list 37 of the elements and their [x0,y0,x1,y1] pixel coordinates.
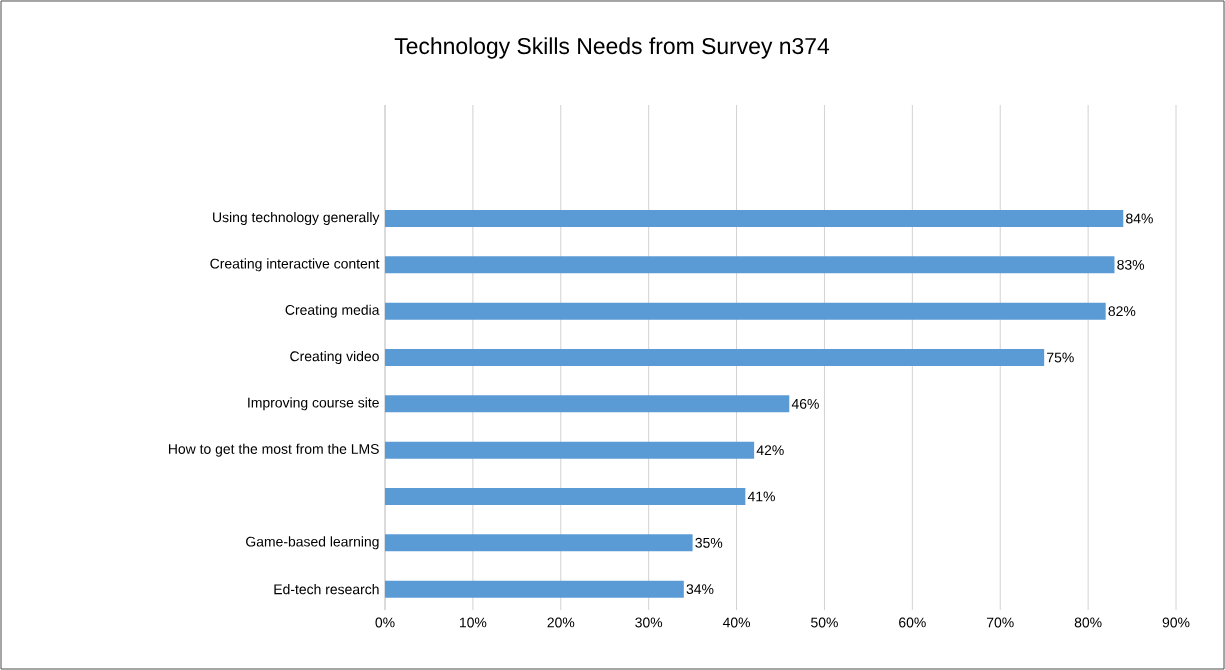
data-label: 42% [756,445,784,456]
bar [385,349,1045,366]
y-tick-label: Ed-tech research [274,584,379,595]
bar [385,487,746,505]
bar [385,395,790,413]
x-tick-label: 50% [811,617,838,628]
chart-title: Technology Skills Needs from Survey n374 [394,37,830,59]
data-label: 84% [1126,213,1153,224]
data-label: 41% [747,491,775,502]
bar [385,210,1124,227]
x-tick-label: 60% [899,617,926,628]
x-tick-label: 0% [375,617,395,628]
bar [385,580,684,598]
bar [385,302,1106,320]
x-tick-label: 20% [547,617,575,628]
x-tick-label: 80% [1074,617,1102,628]
data-label: 34% [686,584,714,595]
bar [385,256,1115,274]
bar [385,441,755,459]
data-label: 46% [791,398,819,409]
x-tick-label: 90% [1162,617,1190,628]
x-tick-label: 30% [635,617,663,628]
data-label: 75% [1047,352,1074,363]
y-tick-label: How to get the most from the LMS [168,443,379,457]
y-tick-label: Game-based learning [246,536,379,550]
x-tick-label: 10% [460,617,487,628]
bar [385,534,693,552]
x-tick-label: 70% [986,617,1014,628]
y-tick-label: Improving course site [248,397,379,411]
y-tick-label: Using technology generally [213,212,380,225]
data-label: 35% [695,537,723,548]
y-tick-label: Creating video [290,350,379,364]
data-label: 82% [1108,306,1136,317]
y-tick-label: Creating interactive content [210,258,380,272]
y-tick-label: Creating media [285,304,380,318]
x-tick-label: 40% [722,617,751,628]
data-label: 83% [1117,259,1145,270]
